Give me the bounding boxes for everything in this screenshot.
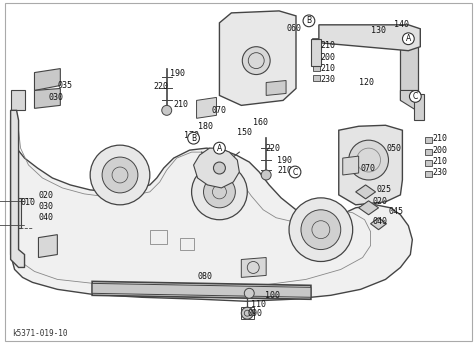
Polygon shape [425,160,432,166]
Text: 130: 130 [371,26,385,35]
Circle shape [289,198,353,261]
Text: 220: 220 [154,82,169,91]
Polygon shape [313,55,320,61]
Text: C: C [292,168,298,176]
Text: 090: 090 [247,309,262,318]
Polygon shape [401,45,419,100]
Polygon shape [35,88,60,108]
Text: 080: 080 [198,272,212,281]
Text: 070: 070 [211,106,227,115]
Text: 045: 045 [389,207,403,216]
Text: 190: 190 [277,155,292,164]
Polygon shape [425,149,432,155]
Polygon shape [10,120,412,301]
Text: 035: 035 [57,81,73,90]
Text: 150: 150 [237,128,252,137]
Text: 160: 160 [253,118,268,127]
Text: 230: 230 [432,168,447,176]
Polygon shape [197,97,217,118]
Polygon shape [38,235,57,258]
Text: 060: 060 [286,24,301,33]
Circle shape [349,140,389,180]
Text: 050: 050 [386,144,401,153]
Text: 210: 210 [432,157,447,165]
Text: 140: 140 [394,20,410,29]
Text: 025: 025 [376,185,392,194]
Polygon shape [10,90,25,110]
Text: 220: 220 [265,144,280,153]
Text: 180: 180 [198,122,212,131]
Polygon shape [35,68,60,90]
Circle shape [102,157,138,193]
Polygon shape [92,281,311,299]
Text: 070: 070 [361,163,375,173]
Polygon shape [343,156,359,175]
Circle shape [203,176,236,208]
Polygon shape [193,148,239,188]
Polygon shape [356,185,375,199]
Text: C: C [413,92,418,101]
Polygon shape [371,218,386,230]
Text: 210: 210 [173,100,189,109]
Circle shape [244,288,254,298]
Text: 040: 040 [373,217,388,226]
Text: 200: 200 [321,53,336,62]
Polygon shape [92,283,311,297]
Text: 210: 210 [277,165,292,174]
Text: 100: 100 [265,291,280,300]
Text: 030: 030 [38,202,54,211]
Text: 120: 120 [359,78,374,87]
Text: 200: 200 [432,146,447,154]
Text: 030: 030 [48,93,64,102]
Circle shape [261,170,271,180]
Circle shape [301,210,341,249]
Circle shape [90,145,150,205]
Text: B: B [191,134,196,143]
Circle shape [162,105,172,115]
Polygon shape [266,80,286,95]
Text: 010: 010 [20,198,36,207]
Polygon shape [313,65,320,71]
Text: 230: 230 [321,75,336,84]
Text: k5371-019-10: k5371-019-10 [13,329,68,337]
Text: 040: 040 [38,213,54,222]
Text: 210: 210 [432,134,447,143]
Polygon shape [414,95,424,120]
Text: B: B [306,17,311,25]
Text: A: A [217,144,222,153]
Polygon shape [425,171,432,177]
Polygon shape [10,110,25,268]
Polygon shape [241,258,266,277]
Polygon shape [311,39,321,66]
Text: 190: 190 [170,69,185,78]
Polygon shape [10,198,20,228]
Text: 020: 020 [38,191,54,200]
Text: 020: 020 [373,197,388,206]
Polygon shape [313,45,320,51]
Text: A: A [406,34,411,43]
Circle shape [213,162,226,174]
Text: 110: 110 [251,300,266,309]
Polygon shape [359,201,379,215]
Polygon shape [219,11,296,105]
Polygon shape [339,125,402,205]
Polygon shape [313,75,320,80]
Circle shape [242,47,270,75]
Circle shape [241,307,253,319]
Circle shape [191,164,247,220]
Text: 170: 170 [183,131,199,140]
Polygon shape [319,25,420,51]
Text: 210: 210 [321,41,336,50]
Polygon shape [401,90,424,110]
Polygon shape [425,137,432,143]
Text: 210: 210 [321,64,336,73]
